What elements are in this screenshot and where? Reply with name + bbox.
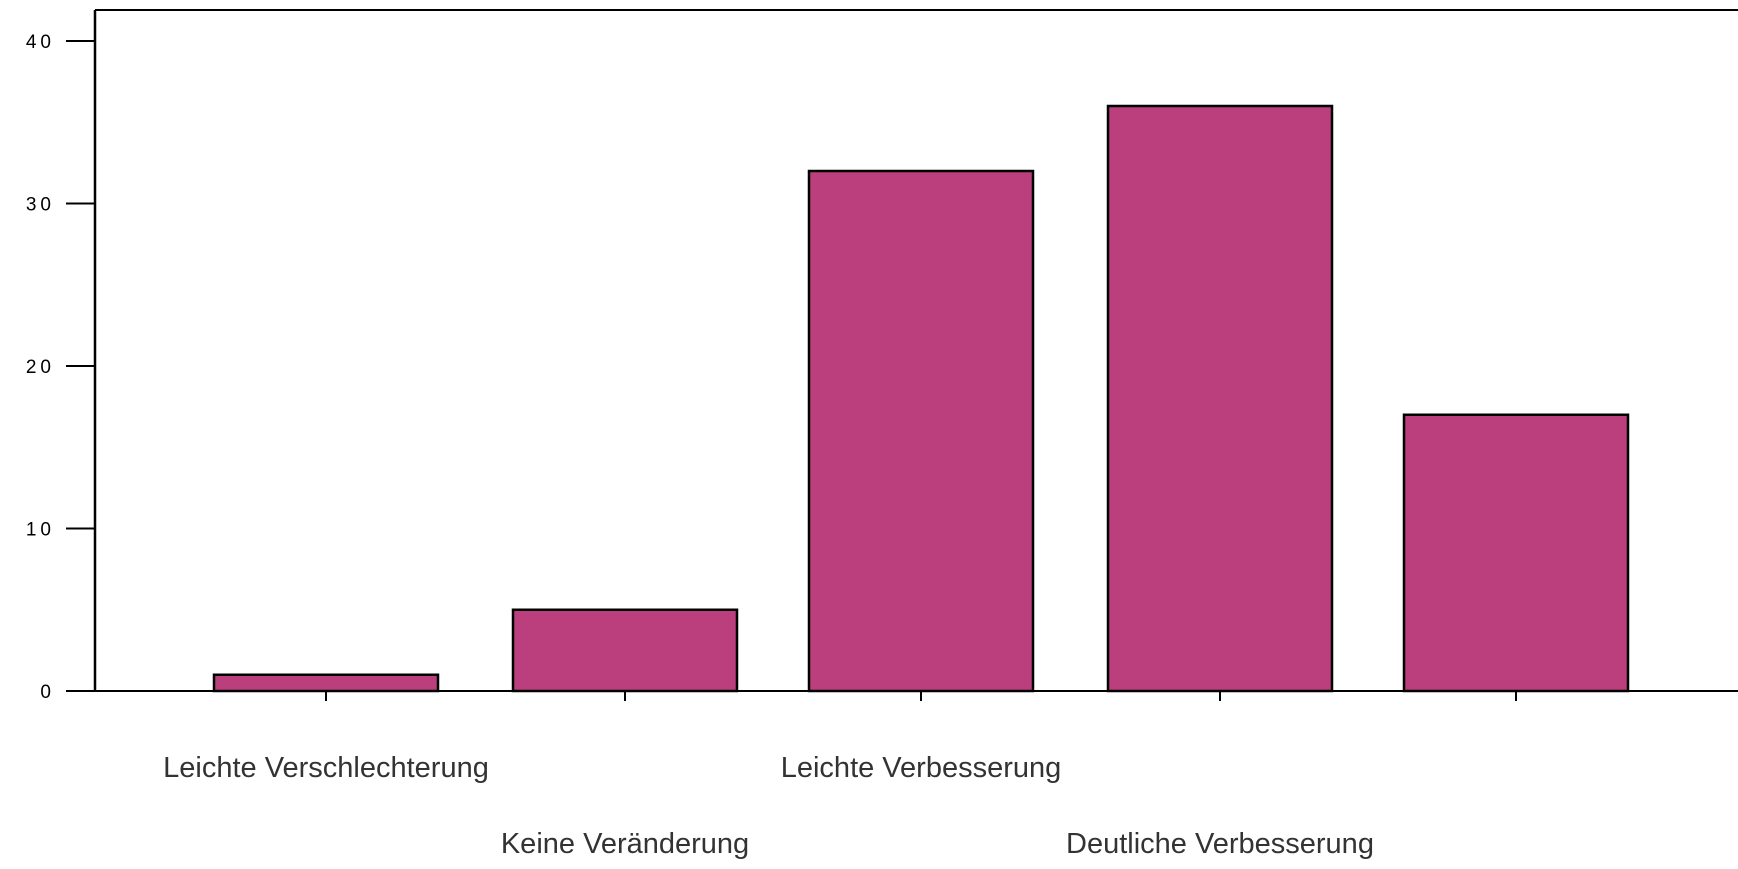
x-ticks-group — [325, 691, 1517, 701]
x-category-label: Keine Veränderung — [501, 828, 749, 860]
x-category-label: Deutliche Verbesserung — [1066, 828, 1374, 860]
bar-2 — [511, 608, 739, 693]
y-tick-label: 10 — [26, 520, 55, 541]
y-tick-label: 20 — [26, 357, 55, 378]
y-tick-label: 30 — [26, 195, 55, 216]
x-labels-group: Leichte Verschlechterung Keine Veränderun… — [163, 752, 1374, 860]
y-ticks-group: 0 10 20 30 40 — [26, 32, 95, 703]
y-tick-label: 0 — [40, 682, 55, 703]
axes-group — [93, 9, 1738, 692]
y-tick-label: 40 — [26, 32, 55, 53]
bar-5 — [1402, 413, 1630, 693]
bar-3 — [807, 169, 1035, 693]
x-category-label: Leichte Verbesserung — [781, 752, 1062, 784]
bar-1 — [212, 673, 440, 693]
bar-4 — [1106, 104, 1334, 693]
x-category-label: Leichte Verschlechterung — [163, 752, 489, 784]
bars-group — [212, 104, 1630, 693]
